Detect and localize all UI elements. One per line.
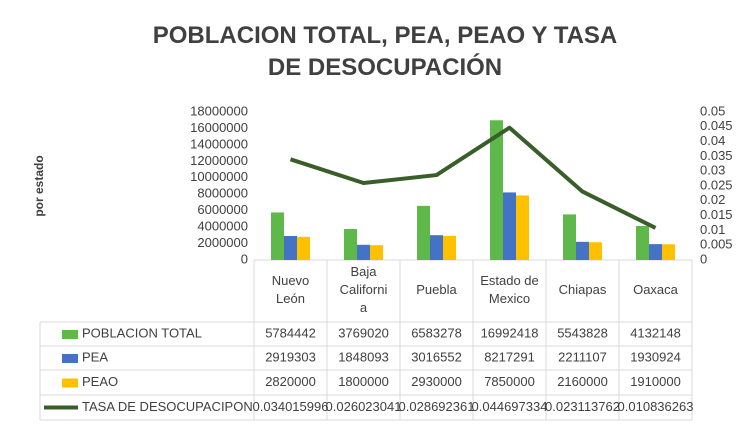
legend-label: POBLACION TOTAL	[82, 325, 202, 340]
y-tick-label: 6000000	[197, 202, 248, 217]
x-category-label: Puebla	[416, 282, 457, 297]
bar	[516, 195, 529, 260]
y-tick-label: 8000000	[197, 186, 248, 201]
y2-tick-label: 0.015	[700, 207, 733, 222]
y2-tick-label: 0.05	[700, 103, 725, 118]
line-series	[289, 125, 657, 230]
y-tick-label: 12000000	[190, 153, 248, 168]
table-value: 0.028692361	[399, 399, 475, 414]
bar	[563, 214, 576, 260]
y-tick-label: 4000000	[197, 219, 248, 234]
bar	[370, 245, 383, 260]
legend-marker	[62, 378, 78, 388]
legend-label: PEAO	[82, 374, 118, 389]
x-category-label: Chiapas	[559, 282, 607, 297]
table-value: 4132148	[630, 325, 681, 340]
bar	[271, 212, 284, 260]
table-value: 16992418	[481, 325, 539, 340]
bar	[503, 192, 516, 260]
y2-tick-label: 0.005	[700, 237, 733, 252]
x-category-label: Estado de Mexico	[480, 273, 539, 306]
y-tick-label: 0	[241, 251, 248, 266]
legend-marker	[44, 405, 78, 410]
bar	[662, 244, 675, 260]
y-tick-label: 10000000	[190, 169, 248, 184]
table-value: 1930924	[630, 349, 681, 364]
y2-tick-label: 0	[700, 251, 707, 266]
table-value: 6583278	[411, 325, 462, 340]
y2-tick-label: 0.02	[700, 192, 725, 207]
y2-tick-label: 0.025	[700, 177, 733, 192]
bar	[357, 244, 370, 260]
table-value: 2930000	[411, 374, 462, 389]
y2-tick-label: 0.045	[700, 118, 733, 133]
chart-title: POBLACION TOTAL, PEA, PEAO Y TASA DE DES…	[152, 22, 618, 81]
table-value: 7850000	[484, 374, 535, 389]
bar	[417, 205, 430, 260]
legend-marker	[62, 354, 78, 363]
table-value: 5784442	[265, 325, 316, 340]
bar	[297, 236, 310, 260]
legend-marker	[62, 330, 78, 339]
y2-tick-label: 0.01	[700, 222, 725, 237]
y-tick-label: 18000000	[190, 103, 248, 118]
y-tick-label: 2000000	[197, 235, 248, 250]
table-value: 8217291	[484, 349, 535, 364]
y2-tick-label: 0.035	[700, 148, 733, 163]
table-value: 2160000	[557, 374, 608, 389]
y-tick-label: 16000000	[190, 120, 248, 135]
bar	[443, 235, 456, 260]
bar	[636, 226, 649, 260]
table-value: 1910000	[630, 374, 681, 389]
table-value: 5543828	[557, 325, 608, 340]
table-value: 2211107	[558, 349, 607, 364]
x-category-label: Baja Californi a	[340, 264, 388, 315]
table-value: 2820000	[265, 374, 316, 389]
table-value: 0.044697334	[472, 399, 548, 414]
y2-tick-label: 0.03	[700, 163, 725, 178]
table-value: 3016552	[411, 349, 462, 364]
bar	[284, 235, 297, 260]
x-category-label: Oaxaca	[633, 282, 679, 297]
bar	[490, 120, 503, 260]
table-value: 3769020	[338, 325, 389, 340]
table-value: 2919303	[265, 349, 316, 364]
bar	[649, 244, 662, 260]
table-value: 0.026023041	[326, 399, 402, 414]
table-value: 0.010836263	[618, 399, 694, 414]
bar	[430, 235, 443, 260]
bar	[344, 229, 357, 260]
y-axis-title: por estado	[32, 155, 46, 216]
y-tick-label: 14000000	[190, 136, 248, 151]
bar	[576, 241, 589, 260]
legend-label: TASA DE DESOCUPACIPON	[82, 399, 253, 414]
bar	[589, 242, 602, 260]
x-category-label: Nuevo León	[272, 273, 310, 306]
table-value: 1848093	[338, 349, 389, 364]
table-value: 1800000	[338, 374, 389, 389]
table-value: 0.023113762	[545, 399, 620, 414]
legend-label: PEA	[82, 349, 108, 364]
table-value: 0.034015996	[253, 399, 329, 414]
y2-tick-label: 0.04	[700, 133, 725, 148]
